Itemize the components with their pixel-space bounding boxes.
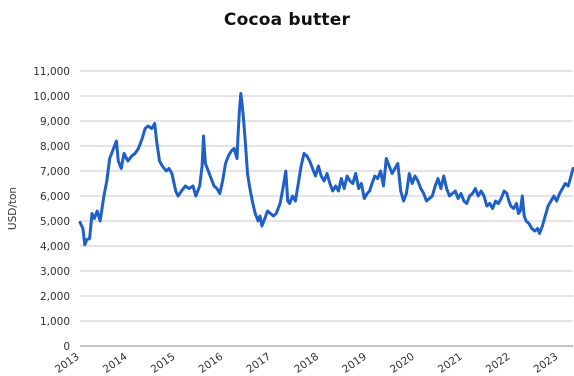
x-tick-label: 2018 <box>292 351 321 376</box>
y-tick-label: 11,000 <box>33 66 70 78</box>
series-group <box>78 92 574 247</box>
x-tick-label: 2015 <box>149 351 178 376</box>
y-tick-label: 1,000 <box>40 316 70 328</box>
gridlines <box>80 70 573 322</box>
x-tick-label: 2022 <box>484 351 513 376</box>
y-tick-label: 3,000 <box>40 266 70 278</box>
x-tick-label: 2019 <box>340 351 369 376</box>
x-tick-label: 2017 <box>244 351 273 376</box>
y-tick-label: 5,000 <box>40 216 70 228</box>
chart-title: Cocoa butter <box>223 10 351 30</box>
y-tick-label: 0 <box>63 341 70 353</box>
x-tick-label: 2013 <box>53 351 82 376</box>
x-tick-label: 2023 <box>532 351 561 376</box>
y-tick-label: 7,000 <box>40 166 70 178</box>
y-tick-label: 2,000 <box>40 291 70 303</box>
x-axis-tick-labels: 2013 2014 2015 2016 2017 2018 2019 2020 2021 2022… <box>53 350 560 375</box>
y-tick-label: 6,000 <box>40 191 70 203</box>
series-line <box>78 92 574 247</box>
x-tick-label: 2016 <box>197 350 226 375</box>
x-tick-label: 2020 <box>388 351 417 376</box>
y-tick-label: 10,000 <box>33 91 70 103</box>
y-axis-label: USD/ton <box>7 187 19 230</box>
y-tick-label: 4,000 <box>40 241 70 253</box>
y-tick-label: 8,000 <box>40 141 70 153</box>
x-tick-label: 2014 <box>101 350 130 375</box>
y-tick-label: 9,000 <box>40 116 70 128</box>
y-axis-tick-labels: 0 1,000 2,000 3,000 4,000 5,000 6,000 7,000 8,00… <box>33 66 70 353</box>
x-tick-label: 2021 <box>436 351 465 376</box>
